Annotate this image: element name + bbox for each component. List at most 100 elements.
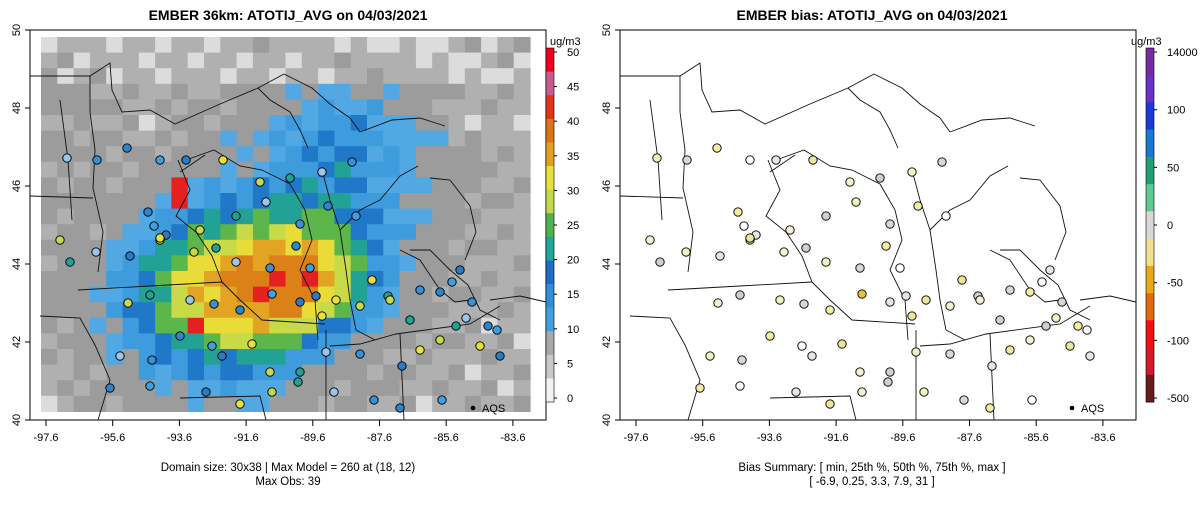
boundary-line (329, 305, 501, 347)
heatmap-cell (285, 193, 303, 210)
heatmap-cell (334, 271, 352, 288)
observation-point (323, 201, 333, 211)
heatmap-cell (513, 224, 531, 241)
heatmap-cell (106, 161, 124, 178)
heatmap-cell (301, 177, 319, 194)
observation-point (1027, 395, 1037, 405)
heatmap-cell (285, 395, 303, 412)
heatmap-cell (122, 255, 140, 272)
heatmap-cell (57, 37, 75, 54)
x-tick-label: -97.6 (33, 432, 58, 444)
heatmap-cell (122, 380, 140, 397)
observation-point (885, 219, 895, 229)
observation-point (305, 263, 315, 273)
colorbar-swatch (546, 48, 554, 73)
heatmap-cell (481, 208, 498, 225)
observation-point (285, 173, 295, 183)
heatmap-cell (252, 380, 270, 397)
heatmap-cell (513, 333, 531, 350)
heatmap-cell (301, 271, 319, 288)
heatmap-cell (269, 115, 287, 132)
boundary-line (30, 62, 285, 125)
heatmap-cell (301, 364, 319, 381)
heatmap-cell (448, 177, 466, 194)
heatmap-cell (252, 333, 270, 350)
observation-point (913, 201, 923, 211)
heatmap-cell (269, 52, 287, 69)
heatmap-cell (171, 52, 189, 69)
observation-point (739, 221, 749, 231)
heatmap-cell (171, 302, 189, 319)
colorbar-label: 40 (567, 116, 579, 128)
heatmap-cell (334, 224, 352, 241)
observation-point (235, 305, 245, 315)
heatmap-cell (481, 333, 498, 350)
observation-point (231, 211, 241, 221)
observation-point (143, 207, 153, 217)
boundary-line (1079, 295, 1137, 303)
heatmap-cell (415, 395, 433, 412)
heatmap-cell (415, 208, 433, 225)
heatmap-cell (187, 255, 205, 272)
heatmap-cell (204, 317, 221, 334)
heatmap-cell (138, 364, 156, 381)
x-tick-label: -87.6 (367, 432, 392, 444)
observation-point (155, 233, 165, 243)
observation-point (317, 167, 327, 177)
y-tick-label: 50 (601, 24, 613, 36)
x-tick-label: -85.6 (434, 432, 459, 444)
heatmap-cell (252, 37, 270, 54)
heatmap-cell (497, 52, 515, 69)
observation-point (695, 383, 705, 393)
observation-point (771, 155, 781, 165)
heatmap-cell (301, 193, 319, 210)
observation-point (857, 387, 867, 397)
heatmap-cell (497, 68, 515, 85)
observation-point (987, 361, 997, 371)
heatmap-cell (236, 83, 254, 100)
heatmap-cell (57, 208, 75, 225)
heatmap-cell (204, 68, 221, 85)
heatmap-cell (481, 380, 498, 397)
heatmap-cell (252, 99, 270, 116)
heatmap-cell (497, 161, 515, 178)
observation-point (293, 377, 303, 387)
right-observation-points (645, 143, 1095, 413)
heatmap-cell (513, 364, 531, 381)
heatmap-cell (187, 177, 205, 194)
heatmap-cell (220, 224, 238, 241)
heatmap-cell (350, 286, 368, 303)
observation-point (645, 235, 655, 245)
observation-point (62, 153, 72, 163)
heatmap-cell (415, 224, 433, 241)
heatmap-cell (89, 395, 107, 412)
heatmap-cell (383, 99, 401, 116)
heatmap-cell (301, 302, 319, 319)
observation-point (175, 331, 185, 341)
heatmap-cell (73, 364, 91, 381)
heatmap-cell (236, 99, 254, 116)
heatmap-cell (497, 83, 515, 100)
heatmap-cell (89, 286, 107, 303)
heatmap-cell (415, 99, 433, 116)
heatmap-cell (432, 239, 450, 256)
heatmap-cell (89, 83, 107, 100)
heatmap-cell (187, 83, 205, 100)
heatmap-cell (57, 130, 75, 147)
heatmap-cell (204, 115, 221, 132)
heatmap-cell (89, 302, 107, 319)
observation-point (265, 263, 275, 273)
heatmap-cell (497, 380, 515, 397)
heatmap-cell (122, 68, 140, 85)
heatmap-cell (448, 333, 466, 350)
colorbar-swatch (1146, 48, 1154, 76)
heatmap-cell (269, 271, 287, 288)
heatmap-cell (252, 302, 270, 319)
heatmap-cell (122, 271, 140, 288)
heatmap-cell (171, 364, 189, 381)
observation-point (267, 289, 277, 299)
heatmap-cell (187, 68, 205, 85)
heatmap-cell (171, 83, 189, 100)
heatmap-cell (220, 130, 238, 147)
